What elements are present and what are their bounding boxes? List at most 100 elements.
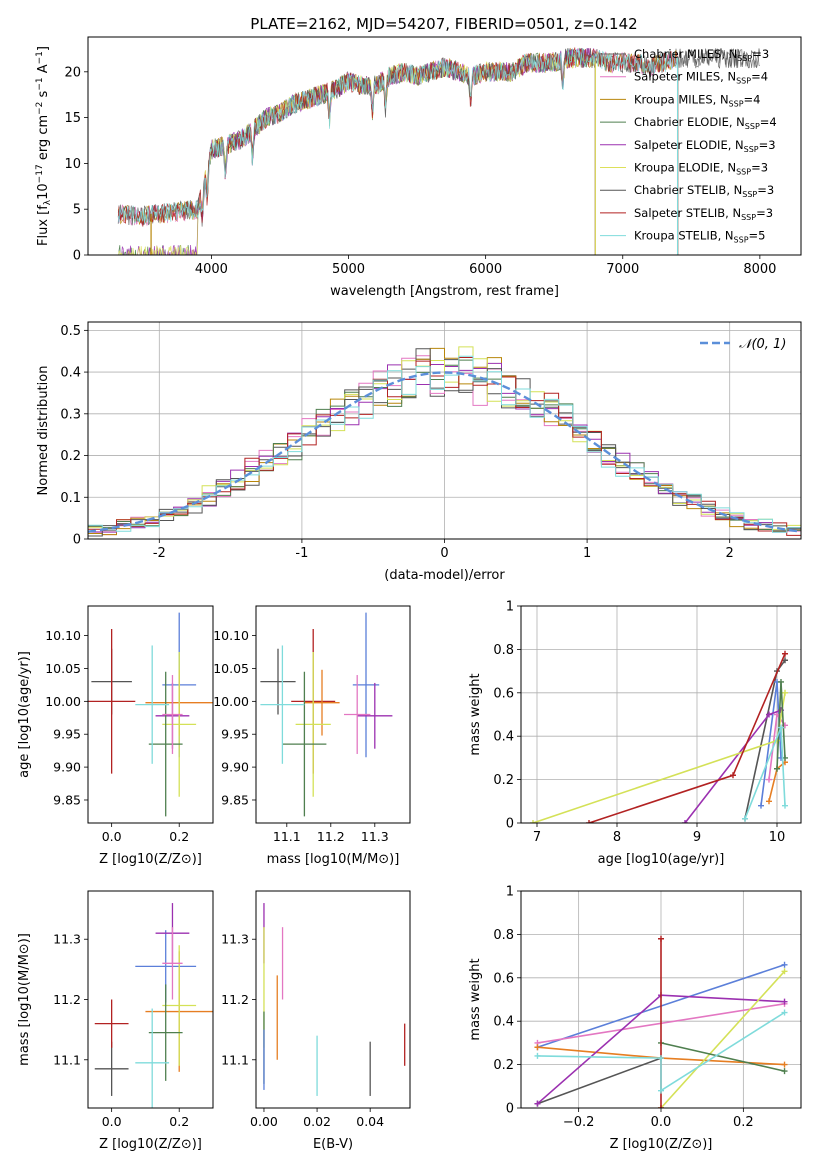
mass-vs-metallicity-panel: 0.0 0.2 11.1 11.2 11.3 Z [log10(Z/Z⊙)] mass [l… — [17, 890, 214, 1152]
x-tick-label: 8 — [613, 830, 621, 845]
weight-marker — [658, 1055, 664, 1062]
y-tick-label: 0.2 — [493, 773, 514, 788]
histogram-step — [88, 346, 801, 539]
axes-frame — [87, 890, 214, 1109]
plot-area — [88, 346, 801, 539]
x-tick-label: 0.2 — [733, 1115, 754, 1130]
residual-histogram-panel: -2 -1 0 1 2 0 0.1 0.2 0.3 0.4 0.5 (data-model)/erro… — [36, 321, 802, 583]
y-tick-label: 0.4 — [493, 1015, 514, 1030]
weight-marker — [778, 724, 784, 731]
legend-label: Salpeter ELODIE, NSSP=3 — [634, 138, 776, 154]
weight-marker — [742, 815, 748, 822]
x-tick-label: 0 — [440, 546, 448, 561]
plot-area — [530, 650, 788, 823]
x-axis-label: Z [log10(Z/Z⊙)] — [610, 1137, 713, 1152]
axes-frame — [520, 605, 802, 824]
legend-label: Salpeter MILES, NSSP=4 — [634, 70, 768, 86]
weight-marker — [658, 935, 664, 942]
x-tick-label: 2 — [726, 546, 734, 561]
y-tick-label: 10.10 — [213, 628, 249, 643]
x-tick-label: 11.1 — [273, 829, 301, 844]
y-tick-label: 11.2 — [221, 992, 249, 1007]
y-axis-label: age [log10(age/yr)] — [17, 651, 32, 778]
plot-area — [88, 612, 213, 817]
weight-marker — [730, 772, 736, 779]
y-tick-label: 9.85 — [221, 792, 249, 807]
legend-label: Kroupa MILES, NSSP=4 — [634, 92, 760, 108]
axes-frame — [520, 890, 802, 1109]
legend-label: Kroupa STELIB, NSSP=5 — [634, 229, 765, 245]
age-vs-metallicity-panel: 0.0 0.2 9.85 9.90 9.95 10.00 10.05 10.10 Z [log1… — [17, 605, 214, 867]
x-axis-label: mass [log10(M/M⊙)] — [267, 852, 400, 867]
axes-frame — [87, 36, 802, 256]
y-tick-label: 11.1 — [221, 1052, 249, 1067]
x-tick-label: 10 — [769, 830, 786, 845]
y-axis-label: mass [log10(M/M⊙)] — [17, 933, 32, 1066]
x-tick-label: 0.0 — [102, 1114, 122, 1129]
normal-curve — [88, 371, 801, 533]
x-axis-label: (data-model)/error — [384, 568, 505, 583]
y-tick-label: 10.10 — [45, 628, 81, 643]
weight-marker — [534, 1052, 541, 1059]
x-tick-label: -1 — [295, 546, 308, 561]
y-tick-label: 11.3 — [53, 932, 81, 947]
y-tick-label: 0.8 — [493, 643, 514, 658]
mass-vs-extinction-panel: 0.00 0.02 0.04 11.1 11.2 11.3 E(B-V) — [221, 890, 411, 1152]
y-tick-label: 20 — [64, 65, 81, 80]
y-tick-label: 9.90 — [221, 760, 249, 775]
legend-label: Salpeter STELIB, NSSP=3 — [634, 206, 773, 222]
weight-marker — [781, 1068, 788, 1075]
x-tick-label: 0.2 — [169, 1114, 189, 1129]
weight-marker — [766, 776, 772, 783]
legend-label: Chabrier STELIB, NSSP=3 — [634, 183, 774, 199]
y-tick-label: 9.85 — [53, 792, 81, 807]
weight-marker — [658, 1105, 664, 1108]
x-tick-label: 4000 — [195, 262, 228, 277]
y-axis-label: mass weight — [468, 958, 483, 1040]
y-axis-label: Normed distribution — [36, 366, 51, 496]
legend-label: 𝒩(0, 1) — [739, 337, 786, 352]
weight-marker — [534, 1100, 541, 1107]
y-tick-label: 0.8 — [493, 928, 514, 943]
y-tick-label: 10 — [64, 157, 81, 172]
x-tick-label: 8000 — [743, 262, 776, 277]
axes-frame — [255, 605, 411, 824]
y-tick-label: 0.5 — [60, 324, 81, 339]
x-axis-label: Z [log10(Z/Z⊙)] — [99, 1137, 202, 1152]
x-axis-label: E(B-V) — [313, 1137, 353, 1152]
weight-marker — [781, 1009, 788, 1016]
weight-marker — [781, 998, 788, 1005]
weight-marker — [758, 802, 764, 809]
y-tick-label: 10.00 — [45, 694, 81, 709]
weight-marker — [781, 961, 788, 968]
y-tick-label: 0.4 — [493, 730, 514, 745]
plot-area — [263, 903, 406, 1096]
x-tick-label: 5000 — [332, 262, 365, 277]
mass-weight-vs-metallicity-panel: −0.2 0.0 0.2 0 0.2 0.4 0.6 0.8 1 Z [log10(Z/Z⊙)] m… — [468, 885, 802, 1152]
x-axis-label: wavelength [Angstrom, rest frame] — [330, 284, 559, 299]
weight-marker — [766, 798, 772, 805]
x-tick-label: 6000 — [469, 262, 502, 277]
y-tick-label: 11.2 — [53, 992, 81, 1007]
weight-marker — [781, 968, 788, 975]
weight-line — [537, 1011, 785, 1093]
y-tick-label: 11.1 — [53, 1052, 81, 1067]
y-tick-label: 10.00 — [213, 694, 249, 709]
figure-title: PLATE=2162, MJD=54207, FIBERID=0501, z=0… — [250, 15, 637, 33]
axes-frame — [87, 605, 214, 824]
weight-line — [537, 1057, 662, 1105]
spectrum-panel: 4000 5000 6000 7000 8000 0 5 10 15 20 wavelength [… — [35, 36, 802, 299]
plot-area — [260, 612, 393, 817]
weight-marker — [586, 820, 592, 823]
spectrum-line — [117, 48, 678, 225]
plot-area — [534, 935, 788, 1108]
y-tick-label: 9.95 — [221, 727, 249, 742]
y-tick-label: 10.05 — [213, 661, 249, 676]
weight-marker — [778, 678, 784, 685]
y-tick-label: 5 — [73, 203, 81, 218]
y-tick-label: 9.90 — [53, 760, 81, 775]
x-tick-label: 0.0 — [651, 1115, 672, 1130]
weight-line — [660, 1042, 785, 1072]
x-tick-label: −0.2 — [563, 1115, 595, 1130]
plot-area — [117, 46, 761, 255]
